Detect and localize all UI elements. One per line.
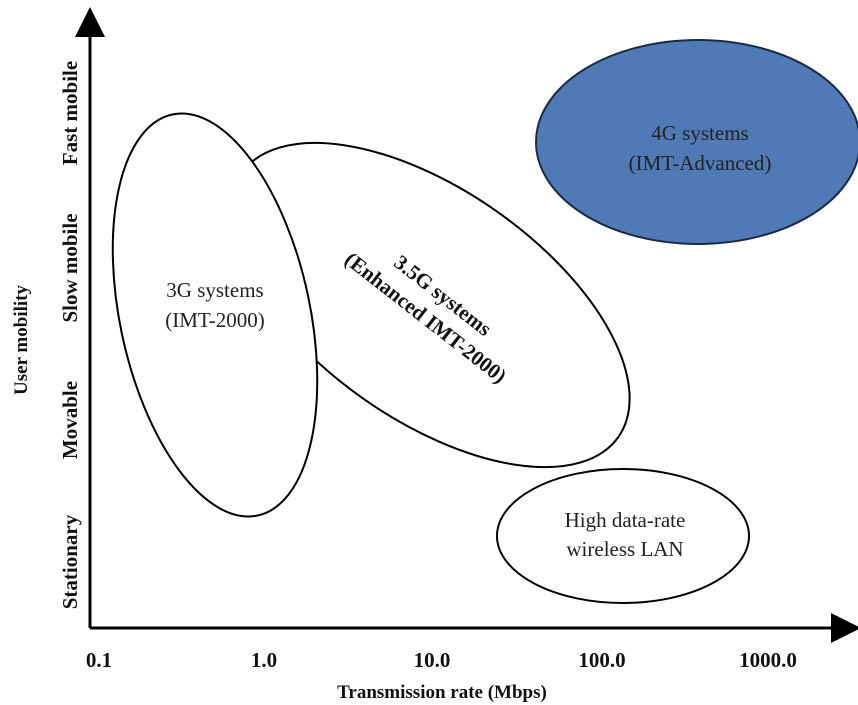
y-level-movable: Movable bbox=[58, 381, 82, 459]
x-tick-0-1: 0.1 bbox=[86, 648, 112, 672]
g3-label: 3G systems bbox=[166, 278, 263, 302]
x-tick-1000: 1000.0 bbox=[739, 648, 797, 672]
y-level-fast-mobile: Fast mobile bbox=[58, 61, 82, 165]
wlan-sublabel: wireless LAN bbox=[566, 537, 683, 561]
x-axis-title: Transmission rate (Mbps) bbox=[337, 682, 547, 703]
y-level-slow-mobile: Slow mobile bbox=[58, 213, 82, 322]
x-tick-100: 100.0 bbox=[578, 648, 625, 672]
g4-label: 4G systems bbox=[651, 121, 748, 145]
g4-sublabel: (IMT-Advanced) bbox=[629, 151, 772, 175]
y-axis-title: User mobility bbox=[11, 285, 32, 395]
g3-region bbox=[111, 112, 319, 518]
g3-sublabel: (IMT-2000) bbox=[165, 308, 265, 332]
y-level-stationary: Stationary bbox=[58, 514, 82, 609]
wlan-label: High data-rate bbox=[565, 508, 686, 532]
x-tick-10: 10.0 bbox=[414, 648, 451, 672]
g4-region bbox=[535, 39, 858, 245]
wlan-region bbox=[496, 468, 750, 604]
x-tick-1: 1.0 bbox=[251, 648, 277, 672]
